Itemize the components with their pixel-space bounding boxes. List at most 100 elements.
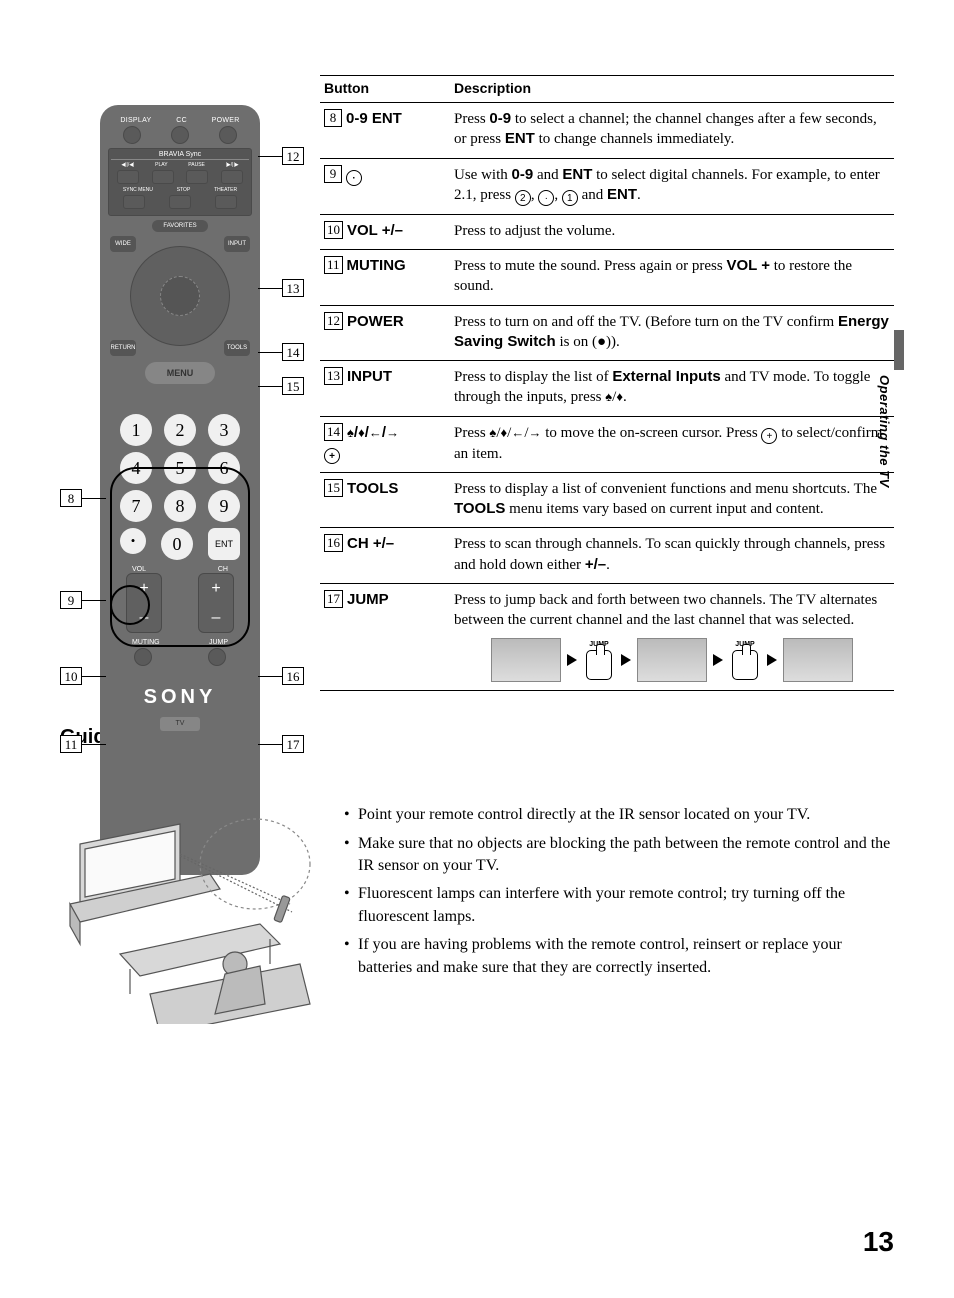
callout-number: 13 (282, 279, 304, 297)
guideline-item: Make sure that no objects are blocking t… (344, 833, 894, 878)
button-cell: 16CH +/– (320, 528, 450, 584)
cc-button (171, 126, 189, 144)
side-section-label: Operating the TV (877, 375, 892, 488)
callout-line (82, 600, 106, 601)
wide-button: WIDE (110, 236, 136, 252)
jump-tv-b (637, 638, 707, 682)
play-label: PLAY (155, 162, 167, 168)
return-button: RETURN (110, 340, 136, 356)
power-label: POWER (212, 117, 240, 124)
callout-line (258, 288, 282, 289)
arrow-icon (713, 654, 723, 666)
guideline-item: Point your remote control directly at th… (344, 804, 894, 826)
button-cell: 10VOL +/– (320, 214, 450, 249)
input-button: INPUT (224, 236, 250, 252)
table-row: 17JUMPPress to jump back and forth betwe… (320, 583, 894, 691)
description-cell: Press to scan through channels. To scan … (450, 528, 894, 584)
callout-number: 9 (60, 591, 82, 609)
button-cell: 12POWER (320, 305, 450, 361)
num-2: 2 (164, 414, 196, 446)
callout-line (258, 386, 282, 387)
theater-label: THEATER (214, 187, 237, 193)
callout-line (258, 352, 282, 353)
bravia-sync-section: BRAVIA Sync ◀||/◀| PLAY PAUSE |▶/||▶ SYN… (108, 148, 252, 216)
callout-line (82, 498, 106, 499)
callout-number: 10 (60, 667, 82, 685)
guideline-item: If you are having problems with the remo… (344, 934, 894, 979)
jump-illustration: JUMP JUMP (454, 638, 890, 682)
table-row: 10VOL +/–Press to adjust the volume. (320, 214, 894, 249)
pause-label: PAUSE (188, 162, 205, 168)
display-button (123, 126, 141, 144)
button-cell: 13INPUT (320, 361, 450, 417)
cc-label: CC (176, 117, 187, 124)
sync-menu-button (123, 195, 145, 209)
num-3: 3 (208, 414, 240, 446)
description-cell: Press to mute the sound. Press again or … (450, 250, 894, 306)
guidelines-section: Point your remote control directly at th… (60, 804, 894, 1024)
table-row: 13INPUTPress to display the list of Exte… (320, 361, 894, 417)
description-cell: Press to display a list of convenient fu… (450, 472, 894, 528)
jump-tv-a (783, 638, 853, 682)
sync-menu-label: SYNC MENU (123, 187, 153, 193)
power-button (219, 126, 237, 144)
remote-column: DISPLAY CC POWER BRAVIA Sync ◀||/◀| PLAY… (60, 75, 310, 691)
prev-label: ◀||/◀| (121, 162, 134, 168)
table-row: 16CH +/–Press to scan through channels. … (320, 528, 894, 584)
dpad-section: WIDE INPUT RETURN TOOLS (110, 236, 250, 356)
pause-button (186, 170, 208, 184)
description-cell: Press to turn on and off the TV. (Before… (450, 305, 894, 361)
description-cell: Use with 0-9 and ENT to select digital c… (450, 158, 894, 214)
arrow-icon (567, 654, 577, 666)
play-button (152, 170, 174, 184)
callout-number: 12 (282, 147, 304, 165)
button-cell: 14♠/♦/←/→+ (320, 416, 450, 472)
table-row: 15TOOLSPress to display a list of conven… (320, 472, 894, 528)
favorites-button: FAVORITES (152, 220, 208, 232)
callout-number: 8 (60, 489, 82, 507)
num-1: 1 (120, 414, 152, 446)
muting-button (134, 648, 152, 666)
tools-button: TOOLS (224, 340, 250, 356)
jump-press-icon: JUMP (729, 640, 761, 680)
theater-button (215, 195, 237, 209)
description-cell: Press ♠/♦/←/→ to move the on-screen curs… (450, 416, 894, 472)
table-row: 9·Use with 0-9 and ENT to select digital… (320, 158, 894, 214)
callout-number: 16 (282, 667, 304, 685)
side-tab (894, 330, 904, 370)
button-cell: 80-9 ENT (320, 103, 450, 159)
callout-line (258, 676, 282, 677)
description-cell: Press to display the list of External In… (450, 361, 894, 417)
guideline-item: Fluorescent lamps can interfere with you… (344, 883, 894, 928)
ffwd-button (221, 170, 243, 184)
brand-logo: SONY (108, 686, 252, 709)
button-cell: 9· (320, 158, 450, 214)
rewind-button (117, 170, 139, 184)
dpad-center (160, 276, 200, 316)
jump-press-icon: JUMP (583, 640, 615, 680)
menu-button: MENU (145, 362, 215, 384)
button-table-column: Button Description 80-9 ENTPress 0-9 to … (320, 75, 894, 691)
description-cell: Press 0-9 to select a channel; the chann… (450, 103, 894, 159)
stop-button (169, 195, 191, 209)
button-cell: 15TOOLS (320, 472, 450, 528)
arrow-icon (621, 654, 631, 666)
table-row: 80-9 ENTPress 0-9 to select a channel; t… (320, 103, 894, 159)
display-label: DISPLAY (120, 117, 151, 124)
button-description-table: Button Description 80-9 ENTPress 0-9 to … (320, 75, 894, 691)
callout-line (258, 156, 282, 157)
description-cell: Press to jump back and forth between two… (450, 583, 894, 691)
page-number: 13 (863, 1226, 894, 1258)
callout-number: 14 (282, 343, 304, 361)
table-row: 12POWERPress to turn on and off the TV. … (320, 305, 894, 361)
table-row: 11MUTINGPress to mute the sound. Press a… (320, 250, 894, 306)
jump-button (208, 648, 226, 666)
stop-label: STOP (177, 187, 191, 193)
callout-line (82, 744, 106, 745)
callout-number: 11 (60, 735, 82, 753)
description-header: Description (450, 76, 894, 103)
tv-key: TV (160, 717, 200, 731)
button-cell: 17JUMP (320, 583, 450, 691)
top-layout: DISPLAY CC POWER BRAVIA Sync ◀||/◀| PLAY… (60, 75, 894, 691)
jump-tv-a (491, 638, 561, 682)
